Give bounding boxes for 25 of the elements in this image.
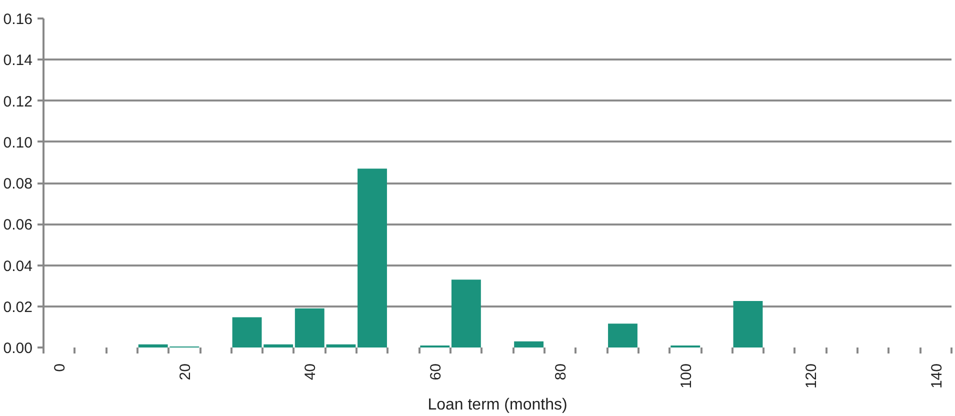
bar — [451, 280, 481, 348]
y-tick-label: 0.00 — [3, 340, 33, 357]
x-tick-label: 80 — [552, 363, 570, 380]
y-tick-label: 0.02 — [3, 298, 33, 316]
x-tick-label: 40 — [302, 363, 320, 380]
bar — [264, 344, 294, 348]
bar — [608, 324, 638, 348]
x-tick-label: 60 — [427, 363, 444, 380]
y-tick-label: 0.16 — [3, 11, 33, 28]
y-tick-label: 0.12 — [3, 93, 33, 110]
y-tick-label: 0.14 — [3, 52, 33, 70]
y-tick-label: 0.04 — [3, 258, 33, 275]
x-tick-label: 0 — [52, 364, 69, 372]
x-axis-title: Loan term (months) — [428, 396, 568, 414]
x-tick-label: 140 — [928, 363, 946, 389]
y-tick-label: 0.06 — [3, 216, 33, 234]
x-tick-label: 100 — [678, 363, 695, 389]
bar — [232, 317, 262, 348]
y-tick-label: 0.08 — [3, 176, 33, 192]
y-tick-label: 0.10 — [3, 134, 33, 152]
bar — [358, 168, 387, 348]
bar — [733, 301, 763, 348]
bar — [514, 341, 544, 348]
x-tick-label: 20 — [176, 363, 194, 380]
x-tick-label: 120 — [803, 363, 820, 389]
